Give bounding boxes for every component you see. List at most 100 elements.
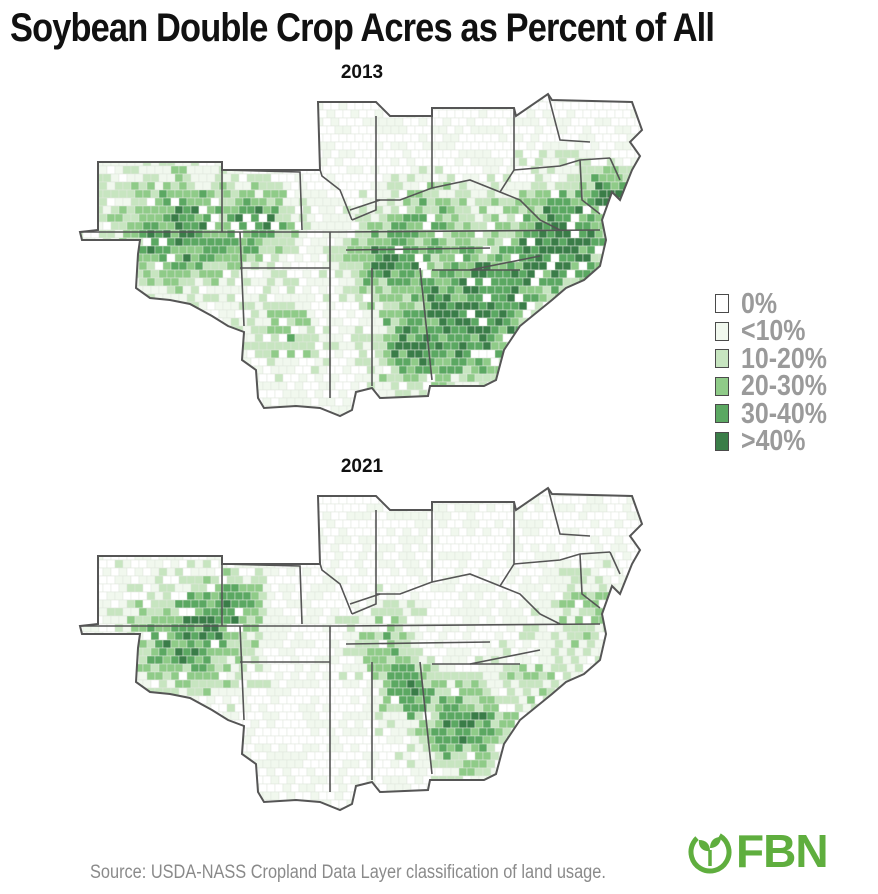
county-cell — [406, 488, 416, 497]
county-cell — [90, 261, 100, 271]
county-cell — [647, 488, 655, 496]
county-cell — [286, 615, 296, 625]
county-cell — [190, 381, 200, 391]
county-cell — [278, 269, 288, 279]
county-cell — [410, 607, 420, 617]
county-cell — [146, 527, 156, 537]
county-cell — [450, 325, 460, 335]
county-cell — [286, 94, 296, 103]
county-cell — [414, 413, 424, 416]
county-cell — [302, 615, 312, 625]
county-cell — [542, 285, 552, 295]
county-cell — [254, 519, 264, 529]
county-cell — [534, 317, 544, 327]
county-cell — [518, 269, 528, 279]
county-cell — [342, 679, 352, 689]
county-cell — [242, 405, 252, 415]
county-cell — [590, 679, 600, 689]
county-cell — [282, 527, 292, 537]
county-cell — [278, 285, 288, 295]
county-cell — [478, 519, 488, 529]
county-cell — [254, 157, 264, 167]
county-cell — [178, 671, 188, 681]
county-cell — [610, 181, 620, 191]
county-cell — [342, 583, 352, 593]
county-cell — [230, 599, 240, 609]
county-cell — [230, 173, 240, 183]
county-cell — [594, 623, 604, 633]
county-cell — [354, 277, 364, 287]
county-cell — [102, 663, 112, 673]
county-cell — [150, 381, 160, 391]
county-cell — [390, 551, 400, 561]
county-cell — [174, 205, 184, 215]
county-cell — [386, 149, 396, 159]
county-cell — [226, 591, 236, 601]
county-cell — [454, 189, 464, 199]
county-cell — [594, 149, 604, 159]
county-cell — [118, 301, 128, 311]
county-cell — [250, 213, 260, 223]
county-cell — [490, 357, 500, 367]
county-cell — [194, 559, 204, 569]
county-cell — [462, 551, 472, 561]
county-cell — [358, 519, 368, 529]
county-cell — [494, 221, 504, 231]
county-cell — [382, 599, 392, 609]
county-cell — [338, 133, 348, 143]
county-cell — [630, 253, 640, 263]
county-cell — [266, 277, 276, 287]
county-cell — [190, 109, 200, 119]
county-cell — [478, 647, 488, 657]
county-cell — [647, 382, 655, 390]
county-cell — [298, 527, 308, 537]
county-cell — [178, 245, 188, 255]
county-cell — [130, 687, 140, 697]
county-cell — [486, 695, 496, 705]
county-cell — [298, 277, 308, 287]
county-cell — [618, 703, 628, 713]
county-cell — [150, 349, 160, 359]
county-cell — [310, 205, 320, 215]
county-cell — [82, 559, 92, 569]
county-cell — [246, 189, 256, 199]
county-cell — [406, 519, 416, 529]
county-cell — [142, 695, 152, 705]
county-cell — [438, 269, 448, 279]
county-cell — [586, 511, 596, 521]
county-cell — [618, 559, 628, 569]
county-cell — [478, 301, 488, 311]
state-border — [419, 267, 433, 381]
county-cell — [174, 125, 184, 135]
county-cell — [494, 599, 504, 609]
county-cell — [386, 181, 396, 191]
county-cell — [530, 245, 540, 255]
county-cell — [490, 559, 500, 569]
county-cell — [494, 503, 504, 513]
county-cell — [358, 615, 368, 625]
county-cell — [474, 165, 484, 175]
county-cell — [562, 639, 572, 649]
county-cell — [566, 663, 576, 673]
county-cell — [534, 333, 544, 343]
county-cell — [494, 567, 504, 577]
county-cell — [534, 413, 544, 416]
county-cell — [242, 495, 252, 505]
county-cell — [486, 141, 496, 151]
county-cell — [274, 277, 284, 287]
county-cell — [214, 381, 224, 391]
county-cell — [190, 173, 200, 183]
county-cell — [614, 205, 624, 215]
county-cell — [226, 495, 236, 505]
county-cell — [474, 197, 484, 207]
county-cell — [158, 285, 168, 295]
county-cell — [98, 325, 108, 335]
county-cell — [614, 221, 624, 231]
county-cell — [258, 495, 268, 505]
county-cell — [647, 318, 655, 326]
county-cell — [643, 294, 651, 302]
county-cell — [466, 277, 476, 287]
county-cell — [294, 317, 304, 327]
county-cell — [270, 125, 280, 135]
county-cell — [418, 607, 428, 617]
